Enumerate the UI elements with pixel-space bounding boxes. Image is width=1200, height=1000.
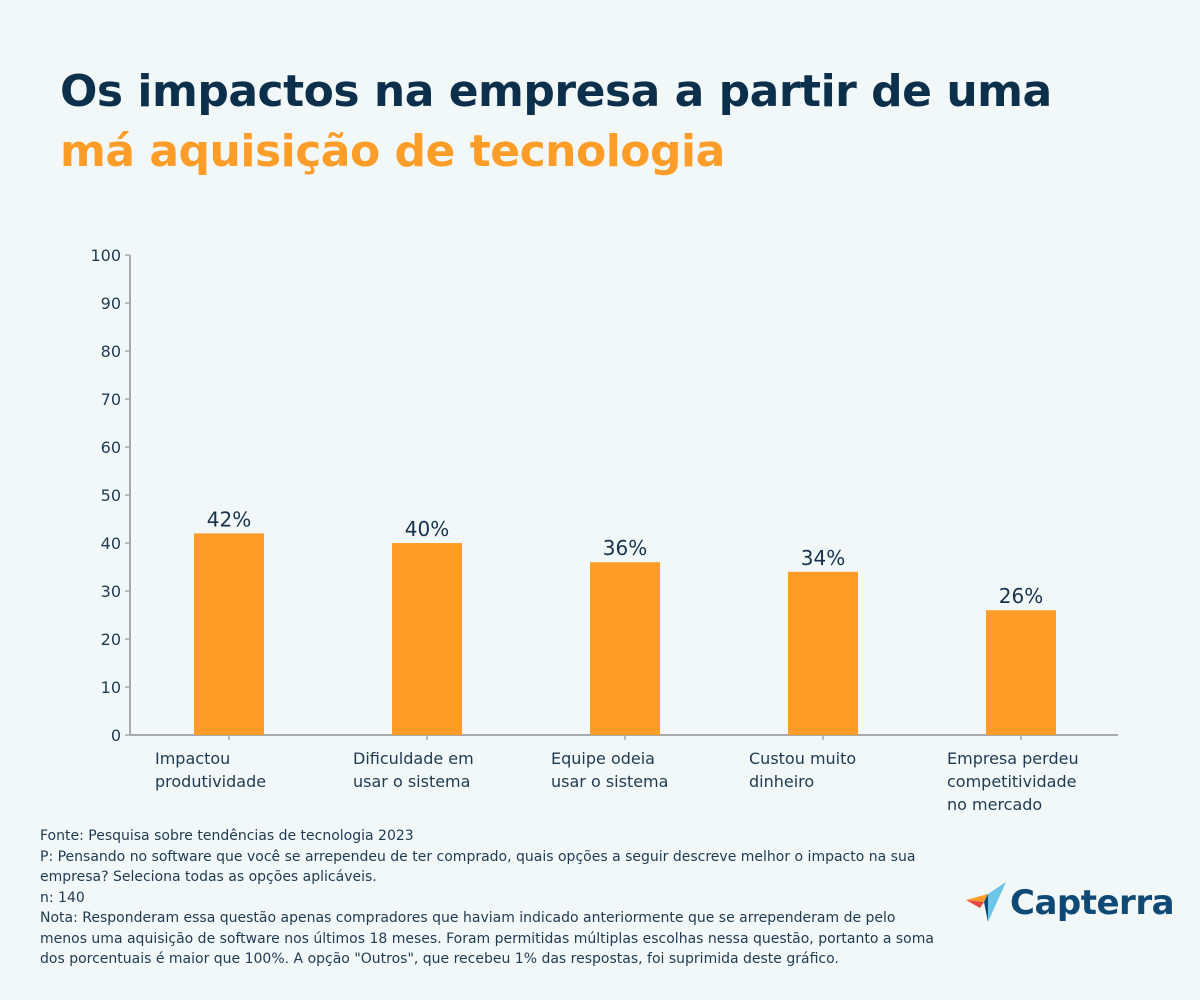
y-tick-label: 90 xyxy=(101,294,121,313)
x-tick-label: usar o sistema xyxy=(551,772,668,791)
y-tick-label: 0 xyxy=(111,726,121,745)
data-label: 36% xyxy=(603,536,647,560)
bar xyxy=(590,562,660,735)
title-line-2: má aquisição de tecnologia xyxy=(60,126,725,177)
y-tick-label: 10 xyxy=(101,678,121,697)
capterra-logo-icon xyxy=(966,882,1006,922)
x-tick-label: Equipe odeia xyxy=(551,749,655,768)
data-label: 26% xyxy=(999,584,1043,608)
methodology-note: Nota: Responderam essa questão apenas co… xyxy=(40,910,934,967)
capterra-logo-text: Capterra xyxy=(1010,883,1175,923)
x-tick-label: produtividade xyxy=(155,772,266,791)
y-tick-label: 40 xyxy=(101,534,121,553)
x-tick-label: competitividade xyxy=(947,772,1076,791)
bar xyxy=(986,610,1056,735)
y-tick-label: 20 xyxy=(101,630,121,649)
title-line-1: Os impactos na empresa a partir de uma xyxy=(60,66,1052,117)
y-tick-label: 60 xyxy=(101,438,121,457)
bar xyxy=(392,543,462,735)
capterra-logo: Capterra xyxy=(966,882,1175,924)
x-tick-label: dinheiro xyxy=(749,772,814,791)
sample-size: n: 140 xyxy=(40,889,85,906)
bar xyxy=(194,533,264,735)
chart-title: Os impactos na empresa a partir de uma m… xyxy=(60,62,1052,182)
bar xyxy=(788,571,858,735)
x-tick-label: no mercado xyxy=(947,795,1042,814)
footnotes: Fonte: Pesquisa sobre tendências de tecn… xyxy=(40,826,940,970)
y-tick-label: 100 xyxy=(90,246,121,265)
question-note: P: Pensando no software que você se arre… xyxy=(40,848,916,886)
y-tick-label: 30 xyxy=(101,582,121,601)
x-tick-label: Impactou xyxy=(155,749,230,768)
y-tick-label: 50 xyxy=(101,486,121,505)
y-tick-label: 80 xyxy=(101,342,121,361)
source-note: Fonte: Pesquisa sobre tendências de tecn… xyxy=(40,828,414,844)
x-tick-label: Dificuldade em xyxy=(353,749,474,768)
x-tick-label: Empresa perdeu xyxy=(947,749,1079,768)
x-tick-label: usar o sistema xyxy=(353,772,470,791)
data-label: 42% xyxy=(207,507,251,531)
data-label: 34% xyxy=(801,546,845,570)
x-tick-label: Custou muito xyxy=(749,749,856,768)
y-tick-label: 70 xyxy=(101,390,121,409)
bar-chart: 0 10 20 30 40 50 60 70 80 90 100 42% Impactou produti… xyxy=(90,246,1118,814)
data-label: 40% xyxy=(405,517,449,541)
